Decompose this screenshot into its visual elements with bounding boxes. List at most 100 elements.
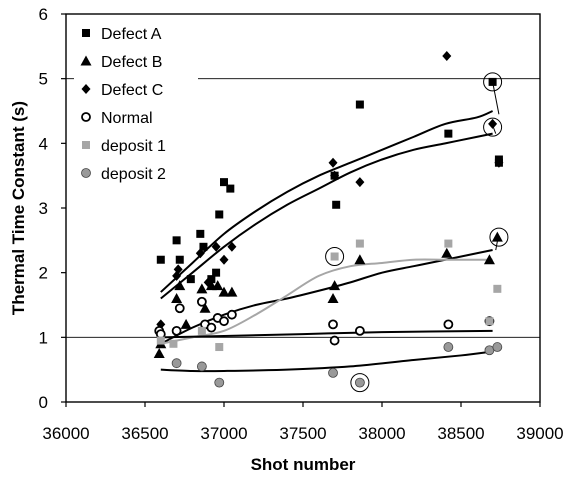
data-point-s0 xyxy=(444,129,453,138)
data-point-s3 xyxy=(174,303,185,314)
data-point-s3 xyxy=(206,322,217,333)
data-point-s0 xyxy=(220,178,228,187)
highlight-circle xyxy=(483,72,503,92)
data-point-s1 xyxy=(327,293,339,304)
legend: Defect A Defect B Defect C Normal deposit 1 d… xyxy=(74,18,198,190)
data-point-s2 xyxy=(211,241,221,252)
data-point-s1 xyxy=(180,318,192,329)
y-tick-label: 1 xyxy=(39,328,48,347)
legend-marker xyxy=(81,168,91,178)
data-point-s1 xyxy=(483,254,495,265)
x-tick-label: 38500 xyxy=(437,424,484,443)
data-point-s4 xyxy=(493,284,502,293)
data-point-s1 xyxy=(196,283,208,294)
trend-line xyxy=(160,329,493,339)
data-point-s1 xyxy=(226,286,238,297)
data-point-s0 xyxy=(196,229,205,238)
data-point-s5 xyxy=(196,361,207,372)
data-point-s1 xyxy=(212,280,224,291)
legend-marker xyxy=(82,29,90,37)
data-point-s0 xyxy=(212,268,221,277)
data-point-s2 xyxy=(442,51,452,62)
data-point-s4 xyxy=(156,336,165,345)
data-point-s0 xyxy=(156,255,165,264)
data-point-s2 xyxy=(494,157,504,168)
legend-marker xyxy=(80,55,92,66)
x-tick-label: 39000 xyxy=(516,424,563,443)
data-point-s5 xyxy=(354,377,365,388)
legend-background xyxy=(74,18,198,190)
data-point-s5 xyxy=(443,342,454,352)
y-tick-label: 2 xyxy=(39,264,48,283)
data-point-s2 xyxy=(488,118,498,129)
legend-label: deposit 1 xyxy=(101,138,166,155)
legend-label: Normal xyxy=(101,110,153,127)
highlight-circle xyxy=(489,227,509,247)
callout-line xyxy=(492,81,500,115)
data-point-s0 xyxy=(199,242,208,251)
data-point-s1 xyxy=(329,280,341,291)
data-point-s3 xyxy=(226,309,237,320)
x-tick-label: 37500 xyxy=(279,424,326,443)
data-point-s2 xyxy=(195,248,205,259)
legend-label: Defect B xyxy=(101,54,162,71)
data-point-s4 xyxy=(169,339,178,348)
data-point-s1 xyxy=(441,247,453,258)
data-point-s3 xyxy=(196,296,207,307)
y-tick-label: 4 xyxy=(39,134,48,153)
legend-label: Defect C xyxy=(101,82,163,99)
data-point-s3 xyxy=(443,319,454,330)
trend-line xyxy=(160,258,493,345)
data-point-s0 xyxy=(226,184,235,193)
trend-line xyxy=(160,132,493,300)
data-point-s4 xyxy=(330,252,339,261)
legend-marker xyxy=(81,84,91,94)
data-point-s2 xyxy=(173,264,183,275)
data-point-s5 xyxy=(171,358,182,369)
highlight-circle xyxy=(350,373,370,393)
data-point-s2 xyxy=(328,157,338,168)
data-point-s2 xyxy=(227,241,237,252)
data-point-s1 xyxy=(199,302,211,313)
data-point-s0 xyxy=(215,210,224,219)
highlight-circle xyxy=(483,117,503,137)
data-point-s1 xyxy=(153,348,165,358)
data-point-s4 xyxy=(355,239,364,248)
highlight-circle xyxy=(325,247,345,266)
y-axis-title: Thermal Time Constant (s) xyxy=(9,101,28,315)
x-tick-label: 38000 xyxy=(358,424,405,443)
data-point-s0 xyxy=(355,100,364,109)
data-point-s1 xyxy=(491,231,503,242)
data-point-s0 xyxy=(172,236,181,245)
trend-line xyxy=(160,350,493,373)
data-point-s3 xyxy=(328,319,338,330)
x-tick-label: 36000 xyxy=(42,424,89,443)
data-point-s4 xyxy=(444,239,453,248)
y-tick-label: 3 xyxy=(39,199,48,218)
data-point-s3 xyxy=(329,335,340,346)
data-point-s2 xyxy=(355,177,365,188)
data-point-s0 xyxy=(488,77,497,86)
data-point-s4 xyxy=(485,317,494,326)
legend-label: deposit 2 xyxy=(101,166,166,183)
data-point-s0 xyxy=(332,200,341,209)
x-tick-label: 37000 xyxy=(200,424,247,443)
x-axis-title: Shot number xyxy=(251,455,356,474)
data-point-s3 xyxy=(354,325,365,336)
data-point-s5 xyxy=(492,342,503,352)
plot-area: 36000 36500 37000 37500 38000 38500 39000 0 1 2 3 4… xyxy=(39,5,564,443)
x-tick-label: 36500 xyxy=(121,424,168,443)
data-point-s5 xyxy=(328,367,338,378)
data-point-s4 xyxy=(215,343,224,352)
data-point-s0 xyxy=(175,255,184,264)
data-point-s1 xyxy=(171,293,183,304)
data-point-s3 xyxy=(219,316,229,327)
data-point-s2 xyxy=(203,277,213,288)
legend-label: Defect A xyxy=(101,26,162,43)
y-tick-label: 5 xyxy=(39,70,48,89)
data-point-s4 xyxy=(197,326,206,335)
y-tick-label: 0 xyxy=(39,393,48,412)
data-point-s5 xyxy=(214,377,225,388)
